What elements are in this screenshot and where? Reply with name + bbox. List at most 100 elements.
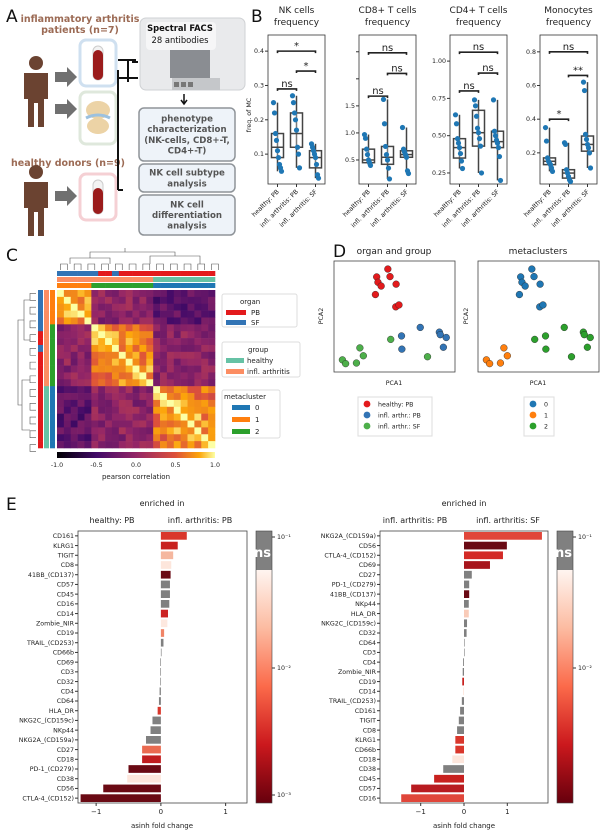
data-point <box>475 130 482 136</box>
heatmap-cell <box>160 331 168 339</box>
data-point <box>581 87 588 94</box>
heatmap-cell <box>153 441 161 449</box>
group-annotation <box>44 379 49 387</box>
heatmap-cell <box>105 296 113 305</box>
bar-CD161 <box>460 706 464 715</box>
blood-fill <box>93 188 103 214</box>
data-point <box>452 112 459 118</box>
heatmap-cell <box>57 317 65 325</box>
heatmap-cell <box>146 379 154 387</box>
heatmap-cell <box>125 441 133 449</box>
heatmap-cell <box>160 310 168 318</box>
group-annotation <box>44 406 49 414</box>
metacluster-annotation <box>50 386 55 394</box>
bar-CD18 <box>142 755 161 764</box>
y-tick-label: 0.2 <box>254 117 264 124</box>
heatmap-cell <box>77 434 85 442</box>
heatmap-cell <box>105 427 113 435</box>
metacluster-annotation <box>50 441 55 449</box>
heatmap-cell <box>187 406 195 414</box>
x-tick-label: −1 <box>416 808 426 816</box>
heatmap-cell <box>91 386 99 394</box>
boxplot-2: CD4+ T cellsfrequency0.250.500.751.00hea… <box>432 6 508 229</box>
x-tick-label: 1 <box>505 808 509 816</box>
bar-TIGIT <box>160 551 174 560</box>
heatmap-cell <box>105 290 113 298</box>
bar-CD4 <box>463 658 464 666</box>
metacluster-annotation <box>194 283 202 288</box>
heatmap-cell <box>173 344 181 353</box>
legend-metacluster-1: 1 <box>255 416 259 424</box>
heatmap-cell <box>77 427 85 435</box>
heatmap-cell <box>57 413 65 421</box>
heatmap-cell <box>91 317 99 325</box>
cartilage <box>85 113 111 120</box>
heatmap-cell <box>98 365 106 373</box>
heatmap-cell <box>132 434 140 442</box>
pca-point <box>536 280 544 288</box>
heatmap-cell <box>98 344 106 353</box>
spectral-facs-machine-icon: Spectral FACS 28 antibodies <box>139 17 246 91</box>
group-annotation <box>44 310 49 318</box>
heatmap-cell <box>125 303 133 311</box>
heatmap-cell <box>160 324 168 332</box>
heatmap-cell <box>105 338 113 346</box>
boxplot-title: CD8+ T cells <box>359 6 417 16</box>
heatmap-cell <box>91 434 99 442</box>
bar-NKG2C_(CD159c) <box>464 619 468 628</box>
pca-point <box>583 343 591 351</box>
metacluster-annotation <box>77 283 85 288</box>
bar-CD14 <box>160 609 169 618</box>
heatmap-cell <box>208 399 216 408</box>
enriched-in-title: enriched in <box>140 499 185 508</box>
metacluster-annotation <box>153 283 161 288</box>
pca-point <box>416 323 424 332</box>
heatmap-cell <box>201 427 209 435</box>
heatmap-cell <box>98 427 106 435</box>
pca-point <box>560 323 568 332</box>
box <box>270 132 285 159</box>
heatmap-cell <box>57 399 65 408</box>
data-point <box>454 136 461 142</box>
organ-annotation <box>105 271 113 276</box>
analysis-box <box>138 163 236 193</box>
group-annotation <box>44 290 49 298</box>
organ-annotation <box>38 434 43 442</box>
organ-annotation <box>38 365 43 373</box>
heatmap-cell <box>187 317 195 325</box>
metacluster-annotation <box>50 351 55 359</box>
heatmap-cell <box>84 344 92 353</box>
data-point <box>497 177 504 184</box>
heatmap-cell <box>105 324 113 332</box>
pca-point <box>586 333 594 342</box>
heatmap-cell <box>105 310 113 318</box>
data-point <box>289 93 296 99</box>
heatmap-cell <box>63 317 72 325</box>
heatmap-cell <box>57 351 65 359</box>
heatmap-cell <box>63 372 72 380</box>
heatmap-cell <box>153 303 161 311</box>
heatmap-cell <box>166 399 175 408</box>
heatmap-cell <box>160 406 168 414</box>
heatmap-cell <box>125 379 133 387</box>
group-annotation <box>84 277 92 282</box>
heatmap-cell <box>166 441 175 449</box>
heatmap-cell <box>166 324 175 332</box>
data-point <box>562 141 569 148</box>
heatmap-cell <box>201 324 209 332</box>
metacluster-annotation <box>57 283 65 288</box>
y-tick-label: 1.0 <box>345 130 355 137</box>
heatmap-cell <box>139 372 147 380</box>
group-annotation <box>57 277 65 282</box>
heatmap-cell <box>57 406 65 414</box>
group-annotation <box>44 420 49 428</box>
heatmap-cell <box>187 365 195 373</box>
organ-annotation <box>118 271 126 276</box>
metacluster-annotation <box>84 283 92 288</box>
heatmap-cell <box>63 338 72 346</box>
heatmap-cell <box>118 317 126 325</box>
heatmap-cell <box>77 379 85 387</box>
heatmap-cell <box>146 310 154 318</box>
heatmap-cell <box>125 324 133 332</box>
